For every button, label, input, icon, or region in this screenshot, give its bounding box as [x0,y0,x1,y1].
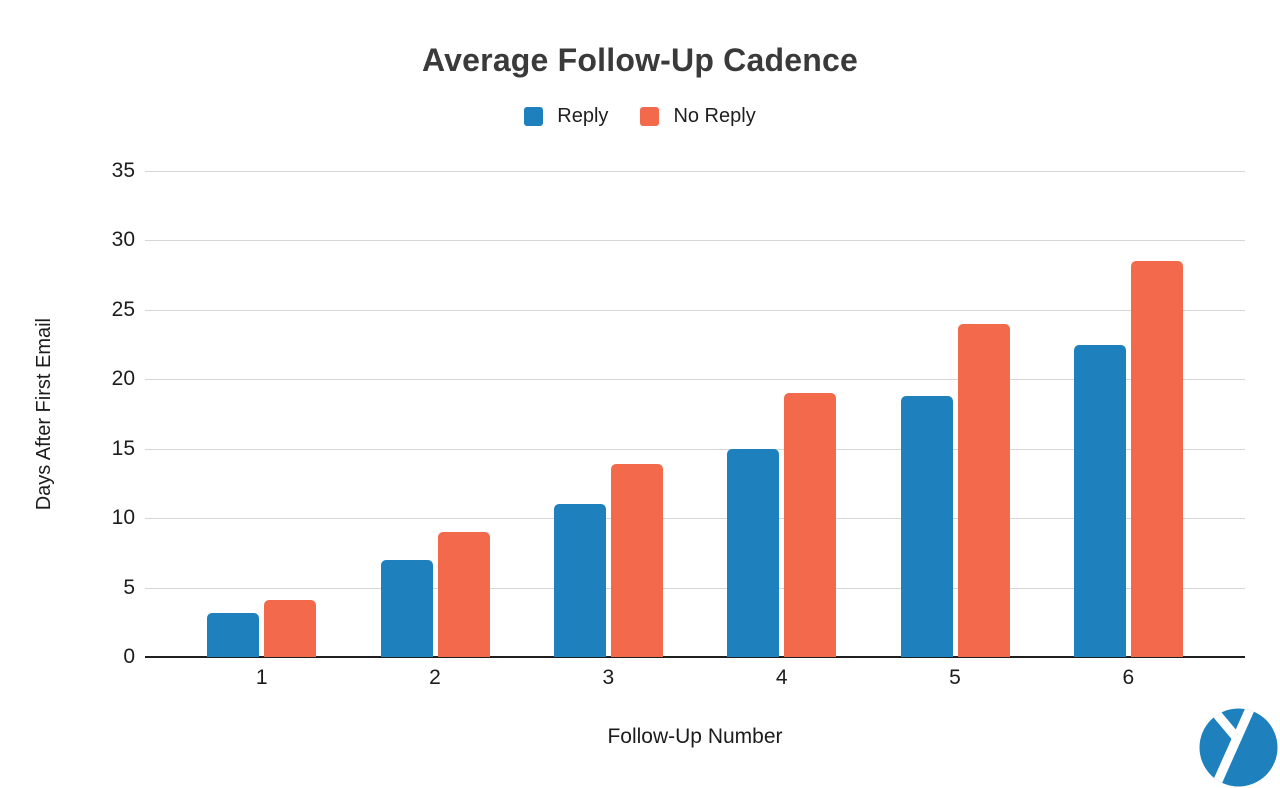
x-tick-label-6: 6 [1122,666,1135,689]
bar-reply-3 [553,504,606,657]
gridline-30 [145,240,1245,242]
bar-no-reply-5 [957,323,1010,657]
y-tick-label-5: 5 [123,575,135,599]
x-tick-label-2: 2 [429,666,441,689]
chart-title: Average Follow-Up Cadence [422,42,858,78]
logo-y-long-stroke [1210,708,1256,787]
bar-reply-1 [207,612,260,657]
bar-reply-2 [380,559,433,657]
x-tick-label-1: 1 [255,666,268,689]
x-tick-label-3: 3 [602,666,615,689]
y-tick-label-35: 35 [111,159,135,182]
y-tick-label-20: 20 [111,367,135,391]
y-axis-title-text: Days After First Email [32,317,55,511]
legend-swatch-icon [640,107,660,126]
y-tick-label-10: 10 [111,506,135,530]
x-axis-title: Follow-Up Number [607,725,783,748]
legend-item-reply: Reply [524,105,608,128]
gridline-25 [145,309,1245,311]
bar-no-reply-1 [264,600,317,657]
plot-area [145,171,1245,658]
y-tick-label-25: 25 [111,297,135,321]
yesware-logo-icon [1199,708,1278,787]
x-tick-label-4: 4 [775,666,788,689]
y-tick-label-0: 0 [123,645,135,668]
bar-reply-5 [900,395,953,657]
bar-no-reply-6 [1130,261,1183,657]
bar-reply-4 [727,448,780,657]
legend-item-no-reply: No Reply [640,105,756,128]
bar-reply-6 [1073,344,1126,657]
legend: Reply No Reply [0,105,1280,128]
bar-no-reply-4 [784,393,837,657]
gridline-5 [145,587,1245,589]
gridline-10 [145,518,1245,520]
legend-label: Reply [557,105,609,127]
bar-no-reply-2 [437,532,490,657]
legend-label: No Reply [673,105,756,127]
gridline-15 [145,448,1245,450]
bar-no-reply-3 [610,464,663,657]
legend-swatch-icon [524,107,544,126]
gridline-35 [145,171,1245,172]
x-axis-line [145,656,1245,658]
x-tick-label-5: 5 [949,666,961,689]
gridline-20 [145,379,1245,381]
y-tick-label-30: 30 [111,228,135,252]
y-tick-label-15: 15 [111,436,135,460]
